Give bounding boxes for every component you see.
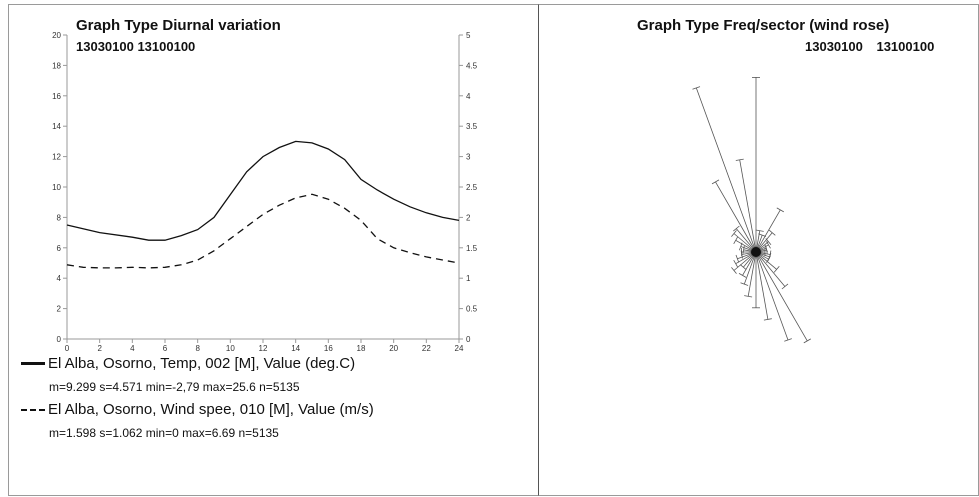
legend-item-wind: El Alba, Osorno, Wind spee, 010 [M], Val…: [21, 401, 374, 419]
wind-rose-spoke-cap: [758, 233, 767, 237]
wind-rose-spoke-cap: [763, 318, 772, 321]
x-tick-label: 18: [357, 344, 366, 353]
wind-rose-spoke-cap: [755, 229, 764, 232]
y-tick-label-left: 4: [57, 274, 62, 283]
x-tick-label: 2: [97, 344, 102, 353]
legend-label-wind: El Alba, Osorno, Wind spee, 010 [M], Val…: [48, 401, 374, 418]
y-tick-label-left: 20: [52, 31, 61, 40]
y-tick-label-left: 6: [57, 244, 62, 253]
wind-rose-title: Graph Type Freq/sector (wind rose): [637, 17, 890, 34]
wind-rose-spoke-cap: [768, 229, 776, 236]
x-tick-label: 4: [130, 344, 135, 353]
wind-rose-spoke-cap: [735, 254, 740, 263]
legend-stats-temp: m=9.299 s=4.571 min=-2,79 max=25.6 n=513…: [49, 380, 300, 394]
series-line-wind-speed: [66, 193, 460, 269]
y-tick-label-left: 0: [57, 335, 62, 344]
y-tick-label-right: 3: [466, 153, 471, 162]
y-tick-label-right: 1: [466, 274, 471, 283]
wind-rose-spoke-cap: [711, 179, 720, 185]
wind-rose-spoke: [755, 251, 786, 287]
x-tick-label: 14: [291, 344, 300, 353]
wind-rose-panel: Graph Type Freq/sector (wind rose) 13030…: [539, 4, 979, 496]
y-tick-label-left: 2: [57, 305, 62, 314]
x-tick-label: 0: [65, 344, 70, 353]
diurnal-title: Graph Type Diurnal variation: [76, 17, 281, 34]
wind-rose-spoke: [695, 87, 757, 253]
wind-rose-spoke-cap: [739, 264, 747, 271]
wind-rose-spoke-cap: [733, 225, 740, 232]
wind-rose-period-end: 13100100: [876, 39, 935, 54]
y-tick-label-left: 12: [52, 153, 61, 162]
y-tick-label-left: 16: [52, 92, 61, 101]
y-tick-label-left: 18: [52, 61, 61, 70]
wind-rose-spoke: [743, 251, 757, 285]
x-tick-label: 6: [163, 344, 168, 353]
y-tick-label-left: 8: [57, 213, 62, 222]
wind-rose-spoke: [739, 159, 757, 253]
wind-rose-spoke: [735, 228, 757, 253]
legend-label-temp: El Alba, Osorno, Temp, 002 [M], Value (d…: [48, 355, 356, 372]
wind-rose-spoke: [755, 251, 789, 341]
diurnal-panel: Graph Type Diurnal variation 13030100 13…: [8, 4, 539, 496]
wind-rose-spoke-cap: [733, 236, 739, 244]
wind-rose-spoke-cap: [740, 282, 749, 286]
wind-rose-spoke: [755, 209, 781, 253]
wind-rose-spoke-cap: [744, 295, 753, 298]
wind-rose-spoke-cap: [735, 158, 744, 161]
x-tick-label: 22: [422, 344, 431, 353]
x-tick-label: 10: [226, 344, 235, 353]
x-tick-label: 16: [324, 344, 333, 353]
y-tick-label-right: 5: [466, 31, 471, 40]
y-tick-label-right: 4: [466, 92, 471, 101]
wind-rose-spoke-cap: [784, 338, 792, 342]
x-tick-label: 24: [455, 344, 464, 353]
x-tick-label: 12: [259, 344, 268, 353]
wind-rose-spoke-cap: [776, 207, 784, 213]
wind-rose-spoke-cap: [731, 267, 737, 274]
y-tick-label-right: 0: [466, 335, 471, 344]
wind-rose-spoke-cap: [738, 273, 747, 278]
y-tick-label-right: 1.5: [466, 244, 478, 253]
legend-stats-wind: m=1.598 s=1.062 min=0 max=6.69 n=5135: [49, 426, 279, 440]
wind-rose-spoke-cap: [692, 86, 701, 90]
wind-rose-spoke: [715, 181, 757, 253]
wind-rose-spoke-cap: [803, 338, 811, 344]
y-tick-label-left: 14: [52, 122, 61, 131]
wind-rose-spoke: [755, 251, 808, 342]
y-tick-label-right: 2.5: [466, 183, 478, 192]
wind-rose-period-start: 13030100: [805, 39, 863, 54]
legend-item-temp: El Alba, Osorno, Temp, 002 [M], Value (d…: [21, 355, 355, 373]
wind-rose-spoke-cap: [765, 246, 768, 255]
wind-rose-spoke-cap: [766, 241, 771, 249]
wind-rose-chart: [692, 77, 811, 344]
y-tick-label-right: 0.5: [466, 305, 478, 314]
wind-rose-spoke-cap: [781, 283, 789, 290]
diurnal-series-group: [66, 140, 460, 269]
legend-swatch-dashed: [21, 408, 45, 411]
wind-rose-center: [751, 247, 761, 257]
series-line-temperature: [66, 140, 460, 241]
diurnal-period: 13030100 13100100: [76, 39, 196, 54]
x-tick-label: 20: [389, 344, 398, 353]
wind-rose-group: [692, 77, 811, 344]
wind-rose-spoke: [747, 251, 757, 297]
wind-rose-spoke: [755, 251, 769, 320]
wind-rose-period: 13030100 13100100: [805, 39, 934, 54]
y-tick-label-right: 3.5: [466, 122, 478, 131]
wind-rose-spoke-cap: [742, 245, 745, 254]
wind-rose-spoke-cap: [731, 230, 737, 237]
y-tick-label-left: 10: [52, 183, 61, 192]
wind-rose-spoke-cap: [773, 266, 780, 273]
wind-rose-spoke-cap: [733, 260, 739, 268]
y-tick-label-right: 2: [466, 213, 471, 222]
legend-swatch-solid: [21, 362, 45, 366]
wind-rose-spoke-cap: [765, 238, 772, 245]
y-tick-label-right: 4.5: [466, 61, 478, 70]
x-tick-label: 8: [195, 344, 200, 353]
